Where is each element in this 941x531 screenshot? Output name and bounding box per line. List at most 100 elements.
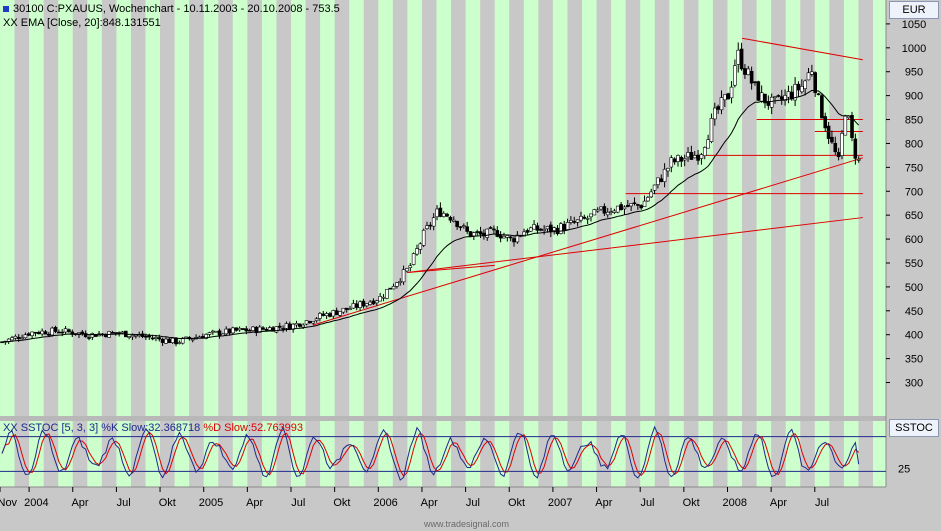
price-tick-label: 700 [905, 186, 923, 198]
footer-watermark: www.tradesignal.com [424, 519, 510, 529]
candle [375, 300, 379, 304]
candle [47, 334, 51, 336]
price-band [14, 0, 30, 416]
candle [378, 296, 382, 302]
candle [692, 155, 697, 159]
trendline [407, 264, 495, 274]
price-band [349, 0, 365, 416]
price-tick-label: 450 [905, 306, 923, 318]
price-band [582, 0, 598, 416]
stoch-band [654, 421, 670, 487]
stoch-band [756, 421, 772, 487]
candle [224, 328, 229, 335]
candle [348, 308, 352, 311]
candle [495, 230, 500, 237]
candle [699, 154, 704, 159]
candle [244, 328, 249, 332]
candle [167, 338, 172, 343]
candle [328, 313, 332, 317]
price-band [756, 0, 772, 416]
candle [237, 327, 242, 331]
price-band [0, 0, 16, 416]
candle [743, 68, 747, 75]
trendline [741, 37, 863, 61]
candle [90, 333, 95, 338]
candle [311, 321, 316, 324]
candle [57, 331, 61, 334]
candle [421, 229, 426, 246]
stoch-band [87, 421, 103, 487]
stoch-band [509, 421, 525, 487]
price-unit-label: EUR [889, 1, 939, 19]
candle [702, 147, 707, 157]
time-tick-label: Jul [117, 497, 131, 509]
candle [37, 332, 41, 335]
stoch-band [174, 421, 190, 487]
candle [331, 310, 336, 317]
price-band [465, 0, 481, 416]
candle [515, 234, 520, 243]
candle [217, 330, 222, 336]
candle [749, 70, 754, 84]
candle [763, 93, 767, 104]
stoch-band [829, 421, 845, 487]
candle [371, 300, 376, 305]
stoch-band [640, 421, 656, 487]
stoch-band [611, 421, 627, 487]
candle [391, 286, 396, 290]
price-band [421, 0, 437, 416]
candle [110, 331, 115, 334]
header-line2: XX EMA [Close, 20]:848.131551 [3, 17, 161, 29]
candle [756, 81, 761, 101]
candle [150, 337, 155, 340]
price-band [43, 0, 59, 416]
price-band [145, 0, 161, 416]
price-tick-label: 1050 [902, 19, 926, 31]
candle [462, 225, 466, 227]
candle [488, 227, 493, 229]
candle [405, 268, 409, 272]
candle [10, 337, 14, 341]
price-band [363, 0, 379, 416]
candle [351, 303, 356, 309]
candle [682, 158, 687, 161]
candle [733, 65, 737, 86]
candle [605, 211, 610, 216]
candle [418, 243, 423, 250]
candle [562, 224, 567, 231]
price-tick-label: 550 [905, 258, 923, 270]
price-band [640, 0, 656, 416]
candle [241, 328, 245, 330]
candle [602, 206, 607, 214]
price-tick-label: 750 [905, 162, 923, 174]
candle [753, 81, 757, 84]
candle [33, 331, 38, 334]
stoch-band [712, 421, 728, 487]
candle [190, 338, 195, 341]
candle [532, 224, 536, 230]
candle [214, 330, 218, 333]
price-band [189, 0, 205, 416]
stoch-band [552, 421, 568, 487]
stoch-band [232, 421, 248, 487]
candle [612, 210, 617, 213]
price-band [29, 0, 45, 416]
candle [475, 231, 480, 233]
candle [227, 328, 232, 334]
time-tick-label: Apr [595, 497, 612, 509]
candle [545, 226, 550, 230]
price-band [203, 0, 219, 416]
candle [793, 84, 797, 101]
price-band [247, 0, 263, 416]
candle [234, 327, 239, 331]
candle [358, 301, 362, 309]
candle [127, 336, 131, 338]
candle [823, 116, 828, 129]
candle [445, 213, 449, 217]
candle [806, 72, 811, 81]
price-band [378, 0, 394, 416]
price-tick-label: 1000 [902, 43, 926, 55]
candle [492, 228, 496, 231]
stoch-band [43, 421, 59, 487]
